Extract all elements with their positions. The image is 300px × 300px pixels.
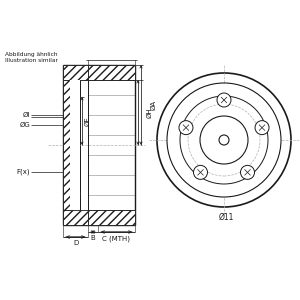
Text: D: D (73, 240, 78, 246)
Circle shape (200, 116, 248, 164)
Bar (63, 80, 70, 210)
Text: ØG: ØG (19, 122, 30, 128)
Circle shape (157, 73, 291, 207)
Bar (70, 193, 80, 210)
Circle shape (217, 93, 231, 107)
Circle shape (241, 165, 254, 179)
Text: ØA: ØA (151, 100, 157, 110)
Circle shape (219, 135, 229, 145)
Bar (88, 210, 135, 225)
Text: ØE: ØE (85, 116, 91, 126)
Bar (70, 80, 80, 97)
Text: Abbildung ähnlich: Abbildung ähnlich (5, 52, 58, 57)
Text: Illustration similar: Illustration similar (5, 58, 58, 63)
Bar (63, 65, 88, 80)
Text: C (MTH): C (MTH) (103, 235, 130, 242)
Text: ØI: ØI (22, 112, 30, 118)
Text: B: B (91, 235, 95, 241)
Circle shape (194, 165, 208, 179)
Text: Ø11: Ø11 (218, 213, 234, 222)
Text: ØH: ØH (147, 107, 153, 118)
Circle shape (180, 96, 268, 184)
Bar (88, 80, 135, 210)
Circle shape (255, 121, 269, 135)
Bar (63, 210, 88, 225)
Circle shape (167, 83, 281, 197)
Circle shape (179, 121, 193, 135)
Bar (88, 65, 135, 80)
Text: F(x): F(x) (16, 169, 30, 175)
Bar (70, 80, 80, 210)
